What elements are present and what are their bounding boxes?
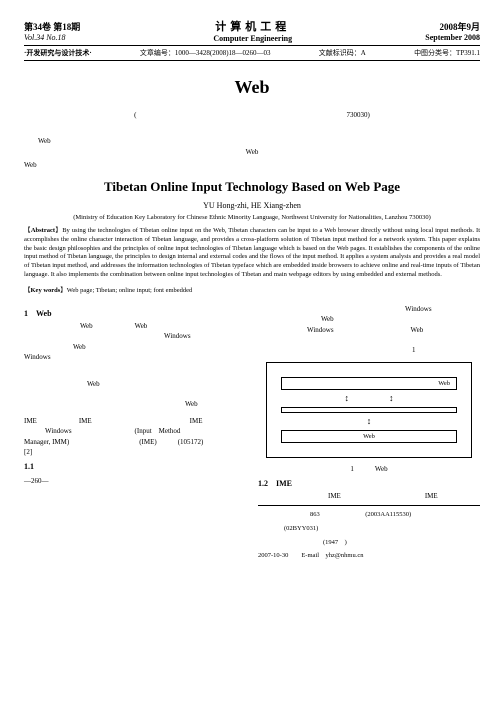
- figure-1: Web ↕↕ ↕ Web: [266, 362, 472, 458]
- body-columns: 1 Web Web Web Windows Web Windows Web We…: [24, 304, 480, 562]
- arrow-icon: ↕: [345, 394, 350, 403]
- body-line: Web: [258, 314, 480, 325]
- figure-arrows: ↕↕: [281, 394, 457, 403]
- figure-arrows: ↕: [281, 417, 457, 426]
- funding-line: (02BYY031): [258, 524, 480, 534]
- volume-en: Vol.34 No.18: [24, 33, 80, 42]
- authors-en: YU Hong-zhi, HE Xiang-zhen: [24, 201, 480, 210]
- keywords-label: Key words: [31, 287, 61, 294]
- fig-cell: Web: [363, 433, 375, 440]
- section-label: ·开发研究与设计技术·: [24, 48, 92, 58]
- header-center: 计算机工程 Computer Engineering: [80, 18, 425, 43]
- right-column: Windows Web Windows Web 1 Web ↕↕ ↕ Web: [258, 304, 480, 562]
- funding-line: 863 (2003AA115530): [258, 510, 480, 520]
- body-line: Windows (Input Method: [24, 426, 246, 437]
- figure-row-1: Web: [281, 377, 457, 390]
- received-contact: 2007-10-30 E-mail yhz@nhmu.cn: [258, 551, 480, 561]
- keywords-en: 【Key words】Web page; Tibetan; online inp…: [24, 284, 480, 294]
- page-number: —260—: [24, 477, 246, 485]
- divider-line: [258, 505, 480, 506]
- title-cn: Web: [24, 77, 480, 98]
- body-line: IME IME: [258, 491, 480, 502]
- header-right: 2008年9月 September 2008: [425, 20, 480, 42]
- journal-name-cn: 计算机工程: [80, 18, 425, 34]
- body-line: Web Web: [24, 321, 246, 332]
- fig-cell: Web: [438, 380, 450, 387]
- header-left: 第34卷 第18期 Vol.34 No.18: [24, 20, 80, 42]
- section-1-head: 1 Web: [24, 308, 246, 319]
- body-line: Web: [24, 399, 246, 410]
- body-line: 1: [258, 345, 480, 356]
- figure-row-2: [281, 407, 457, 413]
- body-line: [2]: [24, 447, 246, 458]
- title-en: Tibetan Online Input Technology Based on…: [24, 179, 480, 195]
- abstract-text: By using the technologies of Tibetan onl…: [24, 227, 480, 278]
- figure-1-caption: 1 Web: [258, 464, 480, 474]
- affiliation-cn: ( 730030): [24, 110, 480, 120]
- affiliation-en: (Ministry of Education Key Laboratory fo…: [24, 214, 480, 221]
- body-line: Windows: [258, 304, 480, 315]
- subheader-row: ·开发研究与设计技术· 文章编号：1000—3428(2008)18—0260—…: [24, 46, 480, 61]
- body-line: Web: [24, 342, 246, 353]
- doc-code: 文献标识码：A: [319, 48, 366, 58]
- doc-id: 文章编号：1000—3428(2008)18—0260—03: [140, 48, 271, 58]
- figure-row-3: Web: [281, 430, 457, 443]
- keywords-cn: Web: [24, 161, 480, 169]
- class-code: 中图分类号：TP391.1: [414, 48, 480, 58]
- body-line: IME IME IME: [24, 416, 246, 427]
- body-line: Web: [24, 379, 246, 390]
- date-en: September 2008: [425, 33, 480, 42]
- keywords-text: Web page; Tibetan; online input; font em…: [67, 287, 192, 294]
- arrow-icon: ↕: [367, 417, 372, 426]
- date-cn: 2008年9月: [425, 20, 480, 33]
- section-11-head: 1.1: [24, 462, 246, 471]
- body-line: Manager, IMM) (IME) (105172): [24, 437, 246, 448]
- abstract-label: Abstract: [31, 227, 55, 234]
- left-column: 1 Web Web Web Windows Web Windows Web We…: [24, 304, 246, 562]
- section-12-head: 1.2 IME: [258, 478, 480, 489]
- abstract-cn-line1: Web: [24, 136, 480, 147]
- body-line: Windows: [24, 352, 246, 363]
- volume-cn: 第34卷 第18期: [24, 20, 80, 33]
- arrow-icon: ↕: [389, 394, 394, 403]
- author-bio: (1947 ): [258, 538, 480, 548]
- body-line: Windows Web: [258, 325, 480, 336]
- abstract-cn-line2: Web: [24, 147, 480, 158]
- body-line: Windows: [24, 331, 246, 342]
- abstract-en: 【Abstract】By using the technologies of T…: [24, 227, 480, 280]
- journal-name-en: Computer Engineering: [80, 34, 425, 43]
- journal-header: 第34卷 第18期 Vol.34 No.18 计算机工程 Computer En…: [24, 18, 480, 46]
